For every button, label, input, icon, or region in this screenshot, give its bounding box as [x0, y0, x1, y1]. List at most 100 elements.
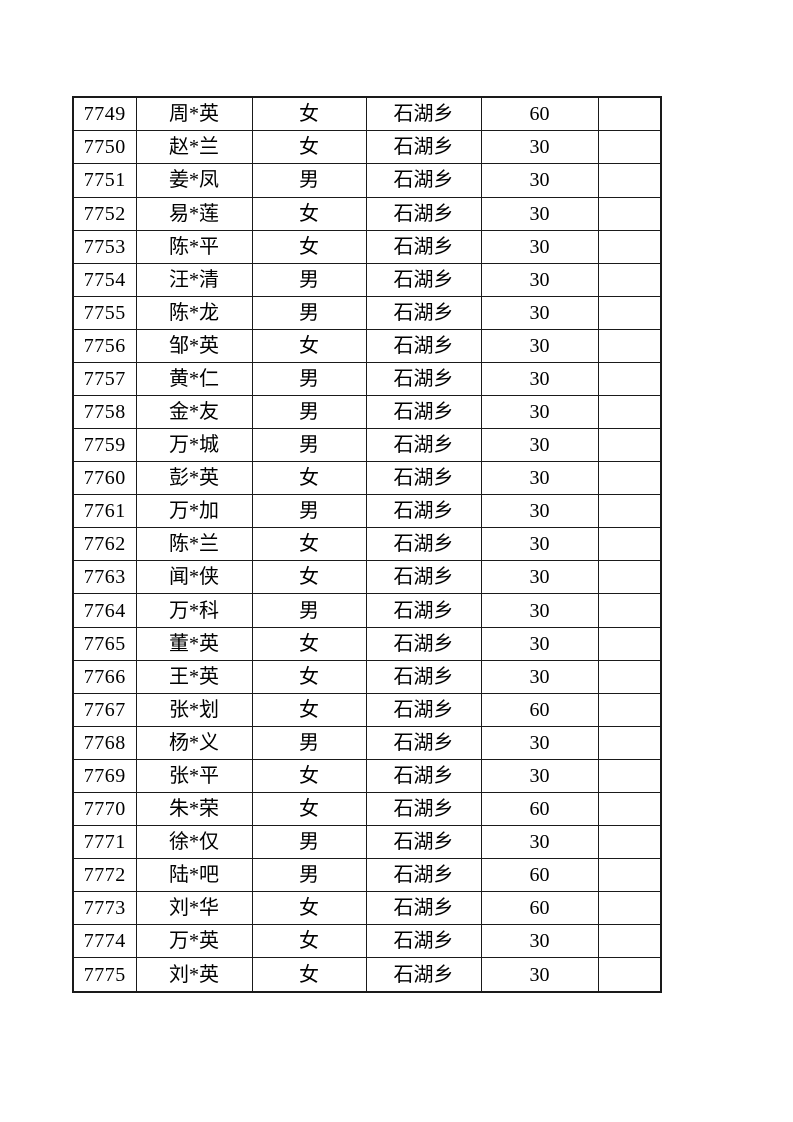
cell-gender: 男	[251, 825, 367, 860]
cell-id: 7749	[72, 96, 137, 132]
cell-township: 石湖乡	[365, 758, 482, 793]
cell-id: 7771	[72, 825, 137, 860]
cell-id: 7773	[72, 891, 137, 926]
cell-id: 7752	[72, 196, 137, 231]
cell-id: 7756	[72, 328, 137, 363]
cell-id: 7766	[72, 659, 137, 694]
cell-amount: 30	[480, 394, 599, 430]
cell-note	[597, 692, 662, 727]
cell-amount: 30	[480, 825, 599, 860]
cell-township: 石湖乡	[365, 394, 482, 430]
table-row: 7771 徐*仅男石湖乡 30	[72, 825, 662, 860]
cell-name: 杨*义	[135, 725, 253, 760]
cell-township: 石湖乡	[365, 130, 482, 165]
cell-id: 7755	[72, 295, 137, 330]
cell-amount: 60	[480, 858, 599, 893]
cell-gender: 男	[251, 494, 367, 529]
cell-name: 万*加	[135, 494, 253, 529]
cell-gender: 女	[251, 560, 367, 595]
cell-amount: 30	[480, 163, 599, 198]
cell-township: 石湖乡	[365, 725, 482, 760]
cell-note	[597, 527, 662, 562]
cell-note	[597, 758, 662, 793]
cell-gender: 女	[251, 758, 367, 793]
cell-gender: 女	[251, 328, 367, 363]
cell-township: 石湖乡	[365, 295, 482, 330]
cell-name: 张*划	[135, 692, 253, 727]
cell-township: 石湖乡	[365, 361, 482, 397]
cell-name: 易*莲	[135, 196, 253, 231]
cell-id: 7772	[72, 858, 137, 893]
cell-gender: 男	[251, 725, 367, 760]
table-row: 7755 陈*龙男石湖乡 30	[72, 295, 662, 330]
cell-amount: 30	[480, 295, 599, 330]
cell-township: 石湖乡	[365, 659, 482, 694]
cell-gender: 男	[251, 428, 367, 463]
cell-note	[597, 858, 662, 893]
cell-township: 石湖乡	[365, 626, 482, 661]
cell-amount: 30	[480, 659, 599, 694]
cell-note	[597, 924, 662, 959]
cell-note	[597, 328, 662, 363]
cell-township: 石湖乡	[365, 825, 482, 860]
table-row: 7752 易*莲女石湖乡 30	[72, 196, 662, 231]
cell-township: 石湖乡	[365, 692, 482, 727]
cell-amount: 30	[480, 494, 599, 529]
table-row: 7768 杨*义男石湖乡 30	[72, 725, 662, 760]
cell-id: 7753	[72, 229, 137, 264]
table-row: 7766 王*英女石湖乡 30	[72, 659, 662, 694]
cell-amount: 30	[480, 725, 599, 760]
table-row: 7764 万*科男石湖乡 30	[72, 593, 662, 628]
cell-name: 汪*清	[135, 262, 253, 297]
table-row: 7765 董*英女石湖乡 30	[72, 626, 662, 661]
cell-note	[597, 428, 662, 463]
cell-amount: 60	[480, 891, 599, 926]
cell-township: 石湖乡	[365, 494, 482, 529]
table-row: 7773 刘*华女石湖乡 60	[72, 891, 662, 926]
cell-amount: 30	[480, 758, 599, 793]
cell-township: 石湖乡	[365, 262, 482, 297]
table-row: 7774 万*英女石湖乡 30	[72, 924, 662, 959]
table-row: 7749 周*英女石湖乡 60	[72, 96, 662, 132]
cell-note	[597, 791, 662, 827]
cell-id: 7764	[72, 593, 137, 628]
cell-name: 王*英	[135, 659, 253, 694]
cell-township: 石湖乡	[365, 428, 482, 463]
cell-name: 姜*凤	[135, 163, 253, 198]
cell-note	[597, 957, 662, 993]
cell-note	[597, 130, 662, 165]
cell-note	[597, 394, 662, 430]
cell-amount: 30	[480, 527, 599, 562]
cell-name: 万*英	[135, 924, 253, 959]
table-body: 7749 周*英女石湖乡 60 7750 赵*兰女石湖乡 30 7751 姜*凤男石湖乡 30 7…	[72, 96, 662, 993]
table-row: 7762 陈*兰女石湖乡 30	[72, 527, 662, 562]
cell-id: 7750	[72, 130, 137, 165]
cell-name: 闻*侠	[135, 560, 253, 595]
cell-amount: 30	[480, 626, 599, 661]
cell-gender: 女	[251, 924, 367, 959]
cell-id: 7770	[72, 791, 137, 827]
cell-id: 7769	[72, 758, 137, 793]
cell-note	[597, 593, 662, 628]
table-row: 7770 朱*荣女石湖乡 60	[72, 791, 662, 827]
cell-name: 徐*仅	[135, 825, 253, 860]
cell-name: 彭*英	[135, 461, 253, 496]
cell-township: 石湖乡	[365, 461, 482, 496]
cell-township: 石湖乡	[365, 96, 482, 132]
cell-name: 张*平	[135, 758, 253, 793]
cell-note	[597, 196, 662, 231]
cell-township: 石湖乡	[365, 527, 482, 562]
table-row: 7761 万*加男石湖乡 30	[72, 494, 662, 529]
cell-name: 金*友	[135, 394, 253, 430]
cell-gender: 男	[251, 262, 367, 297]
cell-gender: 女	[251, 96, 367, 132]
cell-township: 石湖乡	[365, 163, 482, 198]
cell-township: 石湖乡	[365, 229, 482, 264]
cell-id: 7774	[72, 924, 137, 959]
cell-name: 周*英	[135, 96, 253, 132]
cell-name: 陈*兰	[135, 527, 253, 562]
cell-id: 7758	[72, 394, 137, 430]
cell-township: 石湖乡	[365, 957, 482, 993]
cell-name: 陈*龙	[135, 295, 253, 330]
